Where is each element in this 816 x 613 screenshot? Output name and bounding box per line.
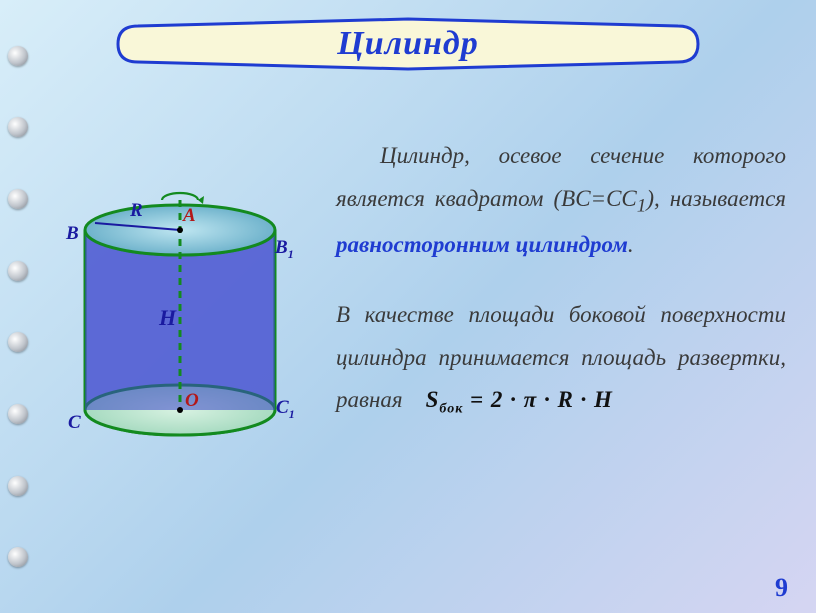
rivet-icon (8, 476, 28, 496)
formula: Sбок = 2 · π · R · H (426, 387, 613, 412)
cylinder-diagram: A B B1 C C1 O R H (50, 175, 310, 455)
page-title: Цилиндр (337, 25, 478, 63)
rivet-icon (8, 261, 28, 281)
rivet-icon (8, 46, 28, 66)
rivet-icon (8, 189, 28, 209)
rivet-column (8, 0, 28, 613)
label-C: C (68, 412, 81, 434)
label-H: H (159, 305, 176, 331)
rivet-icon (8, 332, 28, 352)
definition-paragraph: Цилиндр, осевое сечение которого являетс… (336, 135, 786, 266)
text-column: Цилиндр, осевое сечение которого являетс… (336, 135, 786, 451)
area-paragraph: В качестве площади боковой поверхности ц… (336, 294, 786, 423)
label-R: R (130, 200, 143, 222)
rivet-icon (8, 547, 28, 567)
page-number: 9 (775, 573, 788, 603)
rivet-icon (8, 404, 28, 424)
label-B1: B1 (275, 237, 294, 262)
title-banner: Цилиндр (108, 14, 708, 74)
label-O: O (185, 390, 199, 412)
rivet-icon (8, 117, 28, 137)
label-C1: C1 (276, 397, 295, 422)
label-B: B (66, 223, 79, 245)
label-A: A (183, 205, 196, 227)
